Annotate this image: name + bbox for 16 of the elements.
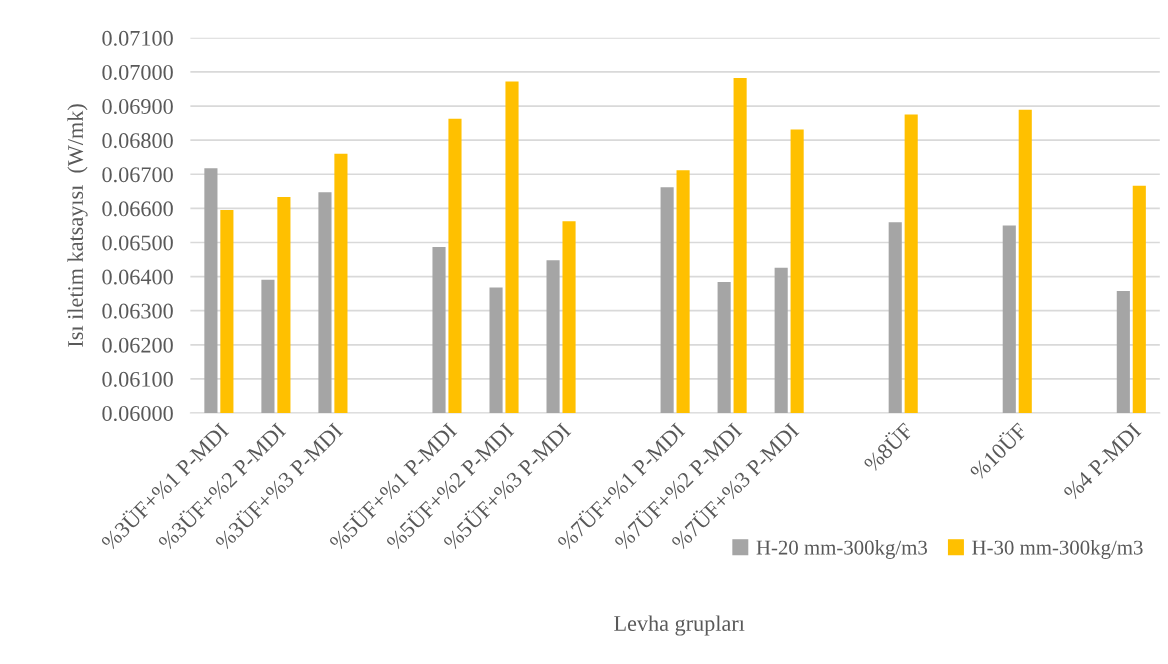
y-axis-title: Isı iletim katsayısı (W/mk)	[67, 104, 88, 347]
y-tick-label: 0.07100	[102, 30, 173, 46]
y-tick-label: 0.06900	[102, 98, 173, 115]
y-tick-label: 0.06500	[102, 235, 173, 251]
y-tick-label: 0.06000	[102, 405, 173, 422]
legend-label: H-30 mm-300kg/m3	[972, 539, 1143, 559]
y-tick-label: 0.06600	[102, 201, 173, 217]
y-tick-label: 0.07000	[102, 64, 173, 80]
x-axis-title: Levha grupları	[614, 615, 745, 636]
y-tick-label: 0.06800	[102, 133, 173, 149]
y-tick-label: 0.06700	[102, 167, 173, 183]
y-tick-label: 0.06200	[102, 337, 173, 353]
y-tick-label: 0.06300	[102, 303, 173, 319]
legend-label: H-20 mm-300kg/m3	[756, 539, 927, 559]
y-tick-label: 0.06100	[102, 371, 173, 387]
y-tick-label: 0.06400	[102, 269, 173, 285]
